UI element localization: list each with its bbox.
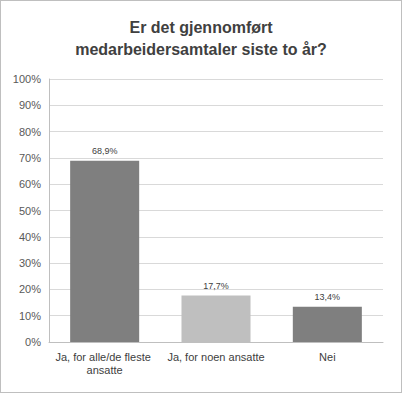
svg-text:13,4%: 13,4% [315, 292, 341, 302]
svg-text:medarbeidersamtaler siste to å: medarbeidersamtaler siste to år? [75, 41, 327, 58]
svg-text:90%: 90% [19, 99, 41, 111]
svg-text:100%: 100% [13, 73, 41, 85]
svg-text:Nei: Nei [319, 351, 336, 363]
svg-text:17,7%: 17,7% [203, 281, 229, 291]
svg-text:80%: 80% [19, 126, 41, 138]
svg-text:68,9%: 68,9% [92, 146, 118, 156]
svg-text:60%: 60% [19, 178, 41, 190]
svg-text:10%: 10% [19, 310, 41, 322]
svg-text:Ja, for noen ansatte: Ja, for noen ansatte [167, 351, 264, 363]
svg-text:30%: 30% [19, 257, 41, 269]
svg-text:0%: 0% [25, 336, 41, 348]
svg-text:Er det gjennomført: Er det gjennomført [129, 19, 273, 36]
svg-text:70%: 70% [19, 152, 41, 164]
svg-text:Ja, for alle/de fleste: Ja, for alle/de fleste [55, 351, 153, 363]
svg-text:ansatte: ansatte [87, 364, 123, 376]
svg-text:20%: 20% [19, 283, 41, 295]
svg-text:50%: 50% [19, 205, 41, 217]
svg-text:40%: 40% [19, 231, 41, 243]
